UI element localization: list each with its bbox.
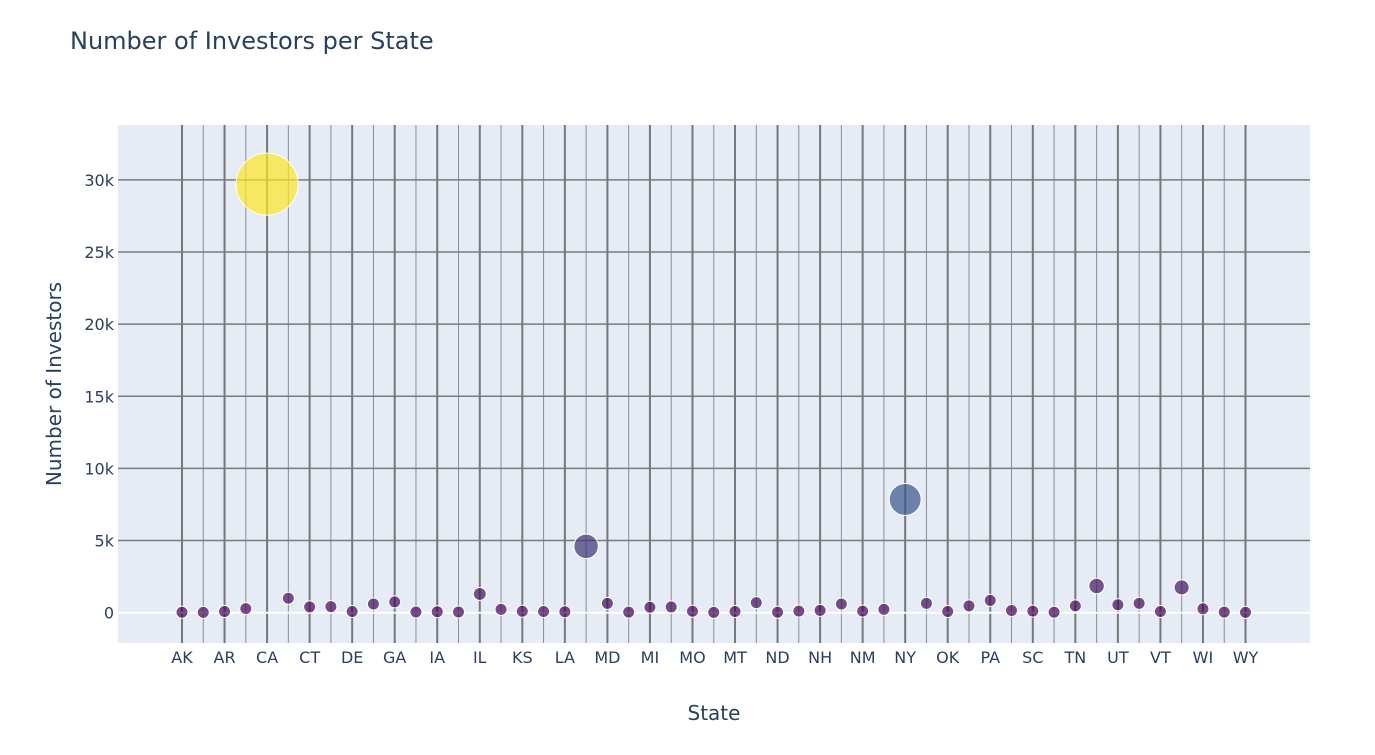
x-tick-label: UT <box>1107 648 1129 667</box>
x-tick-label: AK <box>171 648 193 667</box>
data-point <box>573 533 599 560</box>
data-point <box>1132 596 1146 610</box>
data-point <box>983 593 997 607</box>
y-axis-title: Number of Investors <box>42 282 66 486</box>
data-point <box>749 596 763 610</box>
data-point <box>472 586 487 601</box>
x-tick-label: IL <box>473 648 487 667</box>
x-tick-label: NY <box>894 648 916 667</box>
x-tick-label: CT <box>299 648 320 667</box>
y-tick-label: 25k <box>84 243 114 262</box>
data-point <box>235 152 299 216</box>
data-point <box>1026 604 1040 618</box>
y-gridlines <box>118 179 1310 542</box>
data-point <box>303 600 317 614</box>
x-tick-label: WY <box>1233 648 1259 667</box>
data-point <box>622 605 636 619</box>
data-point <box>1173 579 1190 596</box>
data-point <box>792 604 806 618</box>
x-tick-labels: AK AR CA CT DE GA IA IL KS LA MD MI MO MT ND NH NM NY OK PA… <box>171 648 1258 667</box>
x-tick-label: NH <box>808 648 832 667</box>
y-tick-label: 10k <box>84 459 114 478</box>
x-tick-label: LA <box>555 648 575 667</box>
chart-title: Number of Investors per State <box>70 27 434 55</box>
data-point <box>1005 604 1019 618</box>
data-point <box>558 605 572 619</box>
data-points <box>175 152 1252 619</box>
x-tick-label: DE <box>341 648 363 667</box>
data-point <box>664 600 678 614</box>
y-tick-label: 5k <box>95 532 115 551</box>
data-point <box>888 482 922 516</box>
y-tick-labels: 0 5k 10k 15k 20k 25k 30k <box>84 171 114 623</box>
x-tick-label: GA <box>383 648 406 667</box>
x-tick-label: WI <box>1193 648 1214 667</box>
y-tick-label: 20k <box>84 315 114 334</box>
data-point <box>813 603 827 617</box>
x-tick-label: KS <box>512 648 533 667</box>
data-point <box>1217 605 1231 619</box>
x-tick-label: MD <box>594 648 620 667</box>
data-point <box>728 605 742 619</box>
data-point <box>877 602 891 616</box>
data-point <box>1068 599 1082 613</box>
data-point <box>1196 602 1210 616</box>
data-point <box>643 600 657 614</box>
x-tick-label: SC <box>1022 648 1043 667</box>
data-point <box>685 604 699 618</box>
data-point <box>494 602 508 616</box>
x-tick-label: MT <box>723 648 747 667</box>
data-point <box>452 605 466 619</box>
y-tick-label: 15k <box>84 387 114 406</box>
data-point <box>1153 605 1167 619</box>
x-tick-label: TN <box>1063 648 1086 667</box>
y-tick-label: 30k <box>84 171 114 190</box>
x-tick-label: OK <box>936 648 960 667</box>
x-tick-label: MI <box>641 648 660 667</box>
data-point <box>707 605 721 619</box>
data-point <box>1239 605 1252 619</box>
data-point <box>856 604 870 618</box>
data-point <box>1047 605 1061 619</box>
data-point <box>941 605 955 619</box>
x-tick-label: ND <box>765 648 789 667</box>
data-point <box>218 605 232 619</box>
data-point <box>345 605 359 619</box>
data-point <box>1088 577 1105 595</box>
data-point <box>919 596 933 610</box>
data-point <box>388 595 402 609</box>
data-point <box>281 591 295 605</box>
x-axis-title: State <box>688 701 741 725</box>
data-point <box>537 605 551 619</box>
x-tick-label: PA <box>980 648 1000 667</box>
data-point <box>834 597 848 611</box>
y-tick-label: 0 <box>104 604 114 623</box>
x-tick-label: NM <box>850 648 876 667</box>
data-point <box>175 605 189 619</box>
data-point <box>962 599 976 613</box>
x-tick-label: IA <box>429 648 445 667</box>
data-point <box>366 597 380 611</box>
data-point <box>600 596 614 610</box>
data-point <box>239 602 253 616</box>
data-point <box>409 605 423 619</box>
data-point <box>771 605 785 619</box>
data-point <box>515 604 529 618</box>
data-point <box>324 600 338 614</box>
x-tick-label: MO <box>679 648 705 667</box>
x-tick-label: AR <box>214 648 236 667</box>
data-point <box>196 605 210 619</box>
data-point <box>1111 598 1125 612</box>
x-tick-label: VT <box>1150 648 1171 667</box>
data-point <box>430 605 444 619</box>
x-tick-label: CA <box>256 648 278 667</box>
